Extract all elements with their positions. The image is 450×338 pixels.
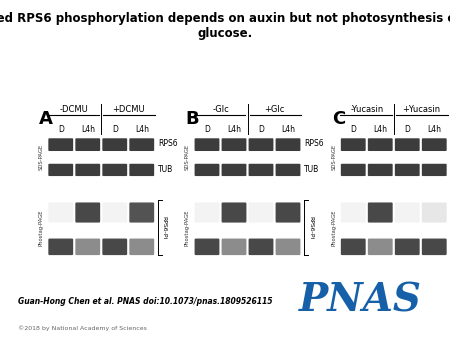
Text: +Yucasin: +Yucasin — [402, 105, 440, 114]
Text: RPS6: RPS6 — [304, 140, 324, 148]
FancyBboxPatch shape — [221, 239, 247, 255]
FancyBboxPatch shape — [248, 239, 274, 255]
Text: Phostag-PAGE: Phostag-PAGE — [331, 209, 336, 245]
Text: A: A — [39, 110, 53, 128]
Text: D: D — [112, 125, 118, 134]
Text: +Glc: +Glc — [264, 105, 285, 114]
FancyBboxPatch shape — [129, 239, 154, 255]
FancyBboxPatch shape — [221, 164, 247, 176]
FancyBboxPatch shape — [422, 239, 447, 255]
Text: -Glc: -Glc — [212, 105, 229, 114]
FancyBboxPatch shape — [48, 164, 73, 176]
FancyBboxPatch shape — [48, 202, 73, 223]
FancyBboxPatch shape — [129, 164, 154, 176]
Text: Phostag-PAGE: Phostag-PAGE — [39, 209, 44, 245]
FancyBboxPatch shape — [275, 138, 301, 151]
FancyBboxPatch shape — [341, 202, 366, 223]
Text: L4h: L4h — [227, 125, 241, 134]
Text: D: D — [258, 125, 264, 134]
Text: L4h: L4h — [427, 125, 441, 134]
Text: SDS-PAGE: SDS-PAGE — [331, 144, 336, 170]
FancyBboxPatch shape — [221, 138, 247, 151]
FancyBboxPatch shape — [129, 138, 154, 151]
Text: TUB: TUB — [304, 165, 320, 174]
FancyBboxPatch shape — [248, 164, 274, 176]
FancyBboxPatch shape — [102, 202, 127, 223]
FancyBboxPatch shape — [422, 138, 447, 151]
Text: L4h: L4h — [281, 125, 295, 134]
FancyBboxPatch shape — [368, 202, 393, 223]
FancyBboxPatch shape — [275, 239, 301, 255]
Text: SDS-PAGE: SDS-PAGE — [39, 144, 44, 170]
FancyBboxPatch shape — [248, 202, 274, 223]
Text: PNAS: PNAS — [298, 282, 422, 319]
Text: L4h: L4h — [81, 125, 95, 134]
FancyBboxPatch shape — [341, 239, 366, 255]
FancyBboxPatch shape — [102, 239, 127, 255]
FancyBboxPatch shape — [102, 138, 127, 151]
FancyBboxPatch shape — [422, 202, 447, 223]
FancyBboxPatch shape — [75, 138, 100, 151]
FancyBboxPatch shape — [341, 164, 366, 176]
Text: -Yucasin: -Yucasin — [350, 105, 383, 114]
FancyBboxPatch shape — [221, 202, 247, 223]
Text: D: D — [404, 125, 410, 134]
Text: RPS6-Pi: RPS6-Pi — [308, 216, 313, 239]
FancyBboxPatch shape — [368, 239, 393, 255]
Text: D: D — [204, 125, 210, 134]
Text: +DCMU: +DCMU — [112, 105, 144, 114]
FancyBboxPatch shape — [102, 164, 127, 176]
Text: ©2018 by National Academy of Sciences: ©2018 by National Academy of Sciences — [18, 325, 147, 331]
Text: C: C — [332, 110, 345, 128]
FancyBboxPatch shape — [75, 202, 100, 223]
Text: D: D — [350, 125, 356, 134]
Text: L4h: L4h — [135, 125, 149, 134]
FancyBboxPatch shape — [48, 239, 73, 255]
FancyBboxPatch shape — [275, 202, 301, 223]
Text: RPS6: RPS6 — [158, 140, 178, 148]
FancyBboxPatch shape — [194, 164, 220, 176]
Text: SDS-PAGE: SDS-PAGE — [185, 144, 190, 170]
FancyBboxPatch shape — [368, 138, 393, 151]
FancyBboxPatch shape — [129, 202, 154, 223]
FancyBboxPatch shape — [194, 202, 220, 223]
Text: D: D — [58, 125, 64, 134]
FancyBboxPatch shape — [368, 164, 393, 176]
FancyBboxPatch shape — [395, 202, 420, 223]
Text: B: B — [185, 110, 199, 128]
FancyBboxPatch shape — [395, 138, 420, 151]
FancyBboxPatch shape — [248, 138, 274, 151]
FancyBboxPatch shape — [395, 239, 420, 255]
FancyBboxPatch shape — [422, 164, 447, 176]
FancyBboxPatch shape — [75, 239, 100, 255]
Text: Phostag-PAGE: Phostag-PAGE — [185, 209, 190, 245]
FancyBboxPatch shape — [341, 138, 366, 151]
FancyBboxPatch shape — [275, 164, 301, 176]
Text: Guan-Hong Chen et al. PNAS doi:10.1073/pnas.1809526115: Guan-Hong Chen et al. PNAS doi:10.1073/p… — [18, 297, 273, 306]
Text: -DCMU: -DCMU — [60, 105, 89, 114]
Text: L4h: L4h — [373, 125, 387, 134]
FancyBboxPatch shape — [194, 239, 220, 255]
Text: RPS6-Pi: RPS6-Pi — [162, 216, 167, 239]
FancyBboxPatch shape — [75, 164, 100, 176]
Text: TUB: TUB — [158, 165, 173, 174]
FancyBboxPatch shape — [395, 164, 420, 176]
Text: Light-activated RPS6 phosphorylation depends on auxin but not photosynthesis or : Light-activated RPS6 phosphorylation dep… — [0, 12, 450, 40]
FancyBboxPatch shape — [48, 138, 73, 151]
FancyBboxPatch shape — [194, 138, 220, 151]
